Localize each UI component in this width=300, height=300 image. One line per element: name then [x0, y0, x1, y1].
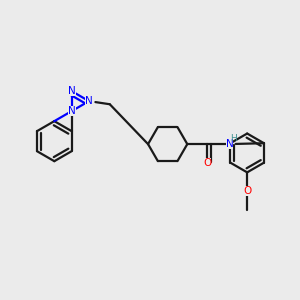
Text: N: N [85, 96, 93, 106]
Text: N: N [68, 106, 76, 116]
Text: N: N [68, 86, 76, 96]
Text: O: O [203, 158, 212, 168]
Text: N: N [226, 139, 233, 149]
Text: H: H [230, 134, 237, 143]
Text: O: O [243, 186, 251, 196]
